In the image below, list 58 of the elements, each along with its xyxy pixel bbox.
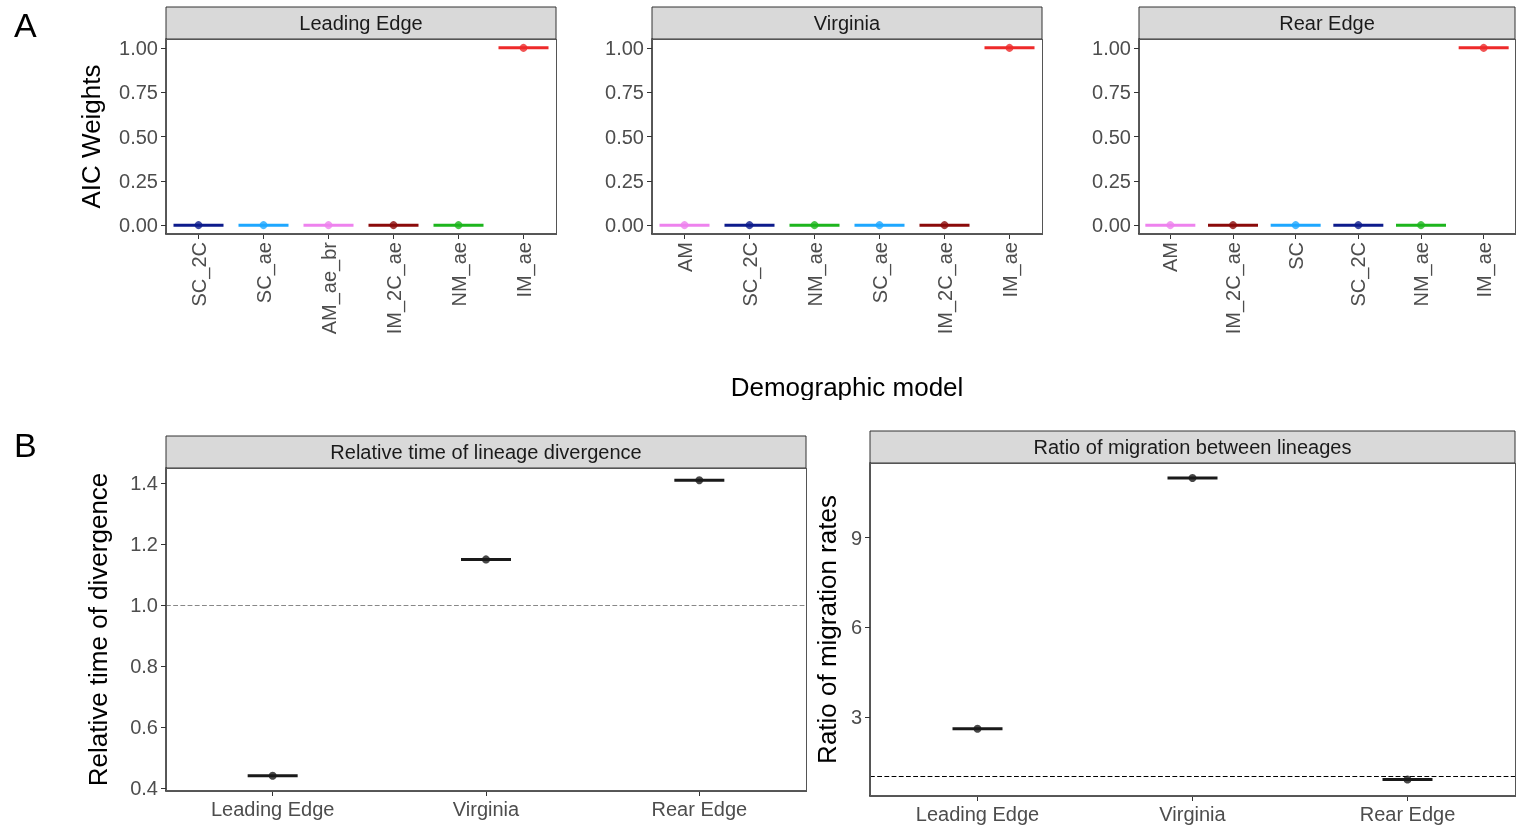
x-tick-label: SC_ae bbox=[868, 242, 892, 304]
x-tick-label: SC_ae bbox=[252, 242, 276, 304]
y-tick-label: 0.75 bbox=[605, 81, 644, 104]
y-tick-label: 0.00 bbox=[119, 214, 158, 237]
y-tick-label: 0.75 bbox=[1092, 81, 1131, 104]
chart-title: Rear Edge bbox=[1279, 12, 1375, 34]
x-tick-label: Rear Edge bbox=[1359, 803, 1456, 825]
y-tick-label: 0.00 bbox=[1092, 214, 1131, 237]
x-tick-label: IM_ae bbox=[512, 242, 536, 298]
chart-title: Virginia bbox=[813, 12, 882, 34]
y-tick-label: 0.25 bbox=[605, 169, 644, 192]
y-tick-label: 1.00 bbox=[119, 36, 158, 59]
x-tick-label: Virginia bbox=[1159, 803, 1227, 825]
x-tick-label: AM bbox=[673, 242, 696, 272]
chart-title: Relative time of lineage divergence bbox=[330, 441, 642, 463]
y-tick-label: 0.8 bbox=[130, 655, 158, 678]
x-tick-label: IM_ae bbox=[1472, 242, 1496, 298]
y-tick-label: 0.50 bbox=[119, 125, 158, 148]
y-tick-label: 6 bbox=[850, 616, 862, 639]
x-tick-label: Rear Edge bbox=[651, 798, 748, 820]
y-tick-label: 1.4 bbox=[130, 472, 158, 495]
x-tick-label: SC_2C bbox=[187, 242, 211, 307]
text: A bbox=[14, 6, 37, 44]
y-axis-title: Ratio of migration rates bbox=[811, 495, 842, 764]
y-tick-label: 0.50 bbox=[605, 125, 644, 148]
x-tick-label: NM_ae bbox=[447, 242, 471, 307]
y-tick-label: 1.0 bbox=[130, 594, 158, 617]
x-tick-label: Leading Edge bbox=[210, 798, 335, 820]
x-tick-label: SC_2C bbox=[738, 242, 762, 307]
y-axis-title: AIC Weights bbox=[76, 64, 106, 209]
x-tick-label: IM_2C_ae bbox=[933, 242, 957, 335]
y-tick-label: 0.6 bbox=[130, 716, 158, 739]
x-tick-label: Leading Edge bbox=[915, 803, 1040, 825]
y-tick-label: 0.25 bbox=[119, 169, 158, 192]
x-tick-label: AM bbox=[1159, 242, 1182, 272]
y-tick-label: 3 bbox=[850, 705, 862, 728]
y-tick-label: 9 bbox=[850, 526, 862, 549]
y-tick-label: 0.75 bbox=[119, 81, 158, 104]
y-tick-label: 1.00 bbox=[605, 36, 644, 59]
y-tick-label: 1.2 bbox=[130, 533, 158, 556]
x-tick-label: IM_2C_ae bbox=[1222, 242, 1245, 335]
x-tick-label: NM_ae bbox=[1410, 242, 1433, 307]
y-tick-label: 0.00 bbox=[605, 214, 644, 237]
x-tick-label: AM_ae_br bbox=[317, 241, 341, 335]
text: B bbox=[14, 426, 37, 464]
x-tick-label: IM_2C_ae bbox=[382, 242, 406, 335]
y-tick-label: 1.00 bbox=[1092, 36, 1131, 59]
x-tick-label: NM_ae bbox=[803, 242, 827, 307]
y-tick-label: 0.50 bbox=[1092, 125, 1131, 148]
x-tick-label: SC bbox=[1284, 242, 1307, 270]
chart-title: Leading Edge bbox=[299, 12, 423, 34]
chart-title: Ratio of migration between lineages bbox=[1033, 436, 1352, 458]
y-tick-label: 0.4 bbox=[130, 776, 158, 799]
y-tick-label: 0.25 bbox=[1092, 169, 1131, 192]
x-tick-label: Virginia bbox=[452, 798, 521, 820]
x-tick-label: IM_ae bbox=[998, 242, 1022, 298]
x-tick-label: SC_2C bbox=[1347, 242, 1371, 307]
y-axis-title: Relative time of divergence bbox=[83, 472, 113, 787]
